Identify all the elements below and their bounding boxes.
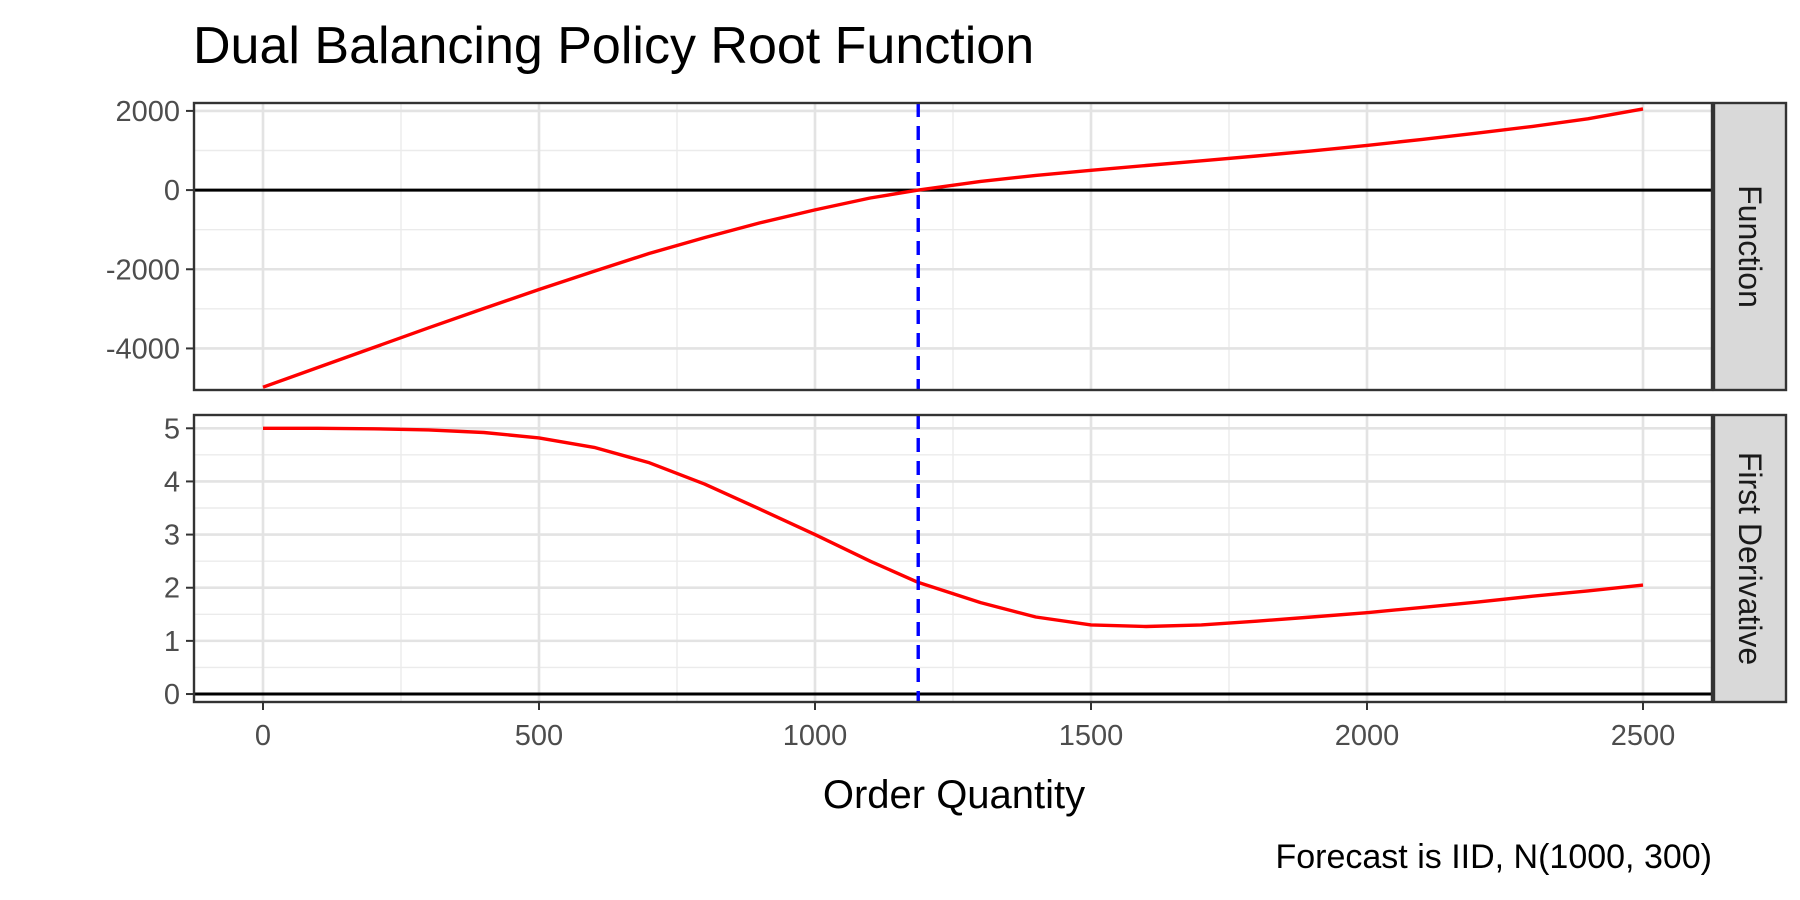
y-tick-label: -2000: [106, 254, 180, 286]
x-tick-label: 1500: [1059, 720, 1124, 752]
x-tick-label: 0: [255, 720, 271, 752]
facet-strip-label: First Derivative: [1732, 452, 1768, 665]
chart-title: Dual Balancing Policy Root Function: [193, 17, 1034, 75]
panel-border: [192, 413, 1714, 704]
y-tick-label: 2: [164, 573, 180, 605]
panel-function: 2000 0 -2000 -4000 Function: [106, 96, 1788, 392]
x-axis-title: Order Quantity: [823, 773, 1085, 817]
y-tick-label: 3: [164, 520, 180, 552]
series-line: [263, 426, 1644, 629]
y-tick-label: 0: [164, 679, 180, 711]
y-tick-label: 5: [164, 413, 180, 445]
y-tick-label: -4000: [106, 333, 180, 365]
y-tick-label: 0: [164, 175, 180, 207]
x-axis: 0 500 1000 1500 2000 2500: [255, 702, 1675, 752]
x-tick-label: 1000: [783, 720, 848, 752]
facet-strip-label: Function: [1732, 185, 1768, 308]
panel-first-derivative: 5 4 3 2 1 0 First Derivative: [164, 413, 1788, 711]
facet-strip: [1712, 413, 1788, 704]
x-tick-label: 2000: [1335, 720, 1400, 752]
series-line: [262, 107, 1644, 389]
y-tick-label: 4: [164, 466, 180, 498]
chart-caption: Forecast is IID, N(1000, 300): [1275, 838, 1712, 876]
x-tick-label: 500: [515, 720, 563, 752]
y-tick-label: 2000: [115, 96, 180, 128]
x-tick-label: 2500: [1611, 720, 1676, 752]
facet-strip: [1712, 101, 1788, 392]
y-tick-label: 1: [164, 626, 180, 658]
panel-border: [192, 101, 1714, 392]
